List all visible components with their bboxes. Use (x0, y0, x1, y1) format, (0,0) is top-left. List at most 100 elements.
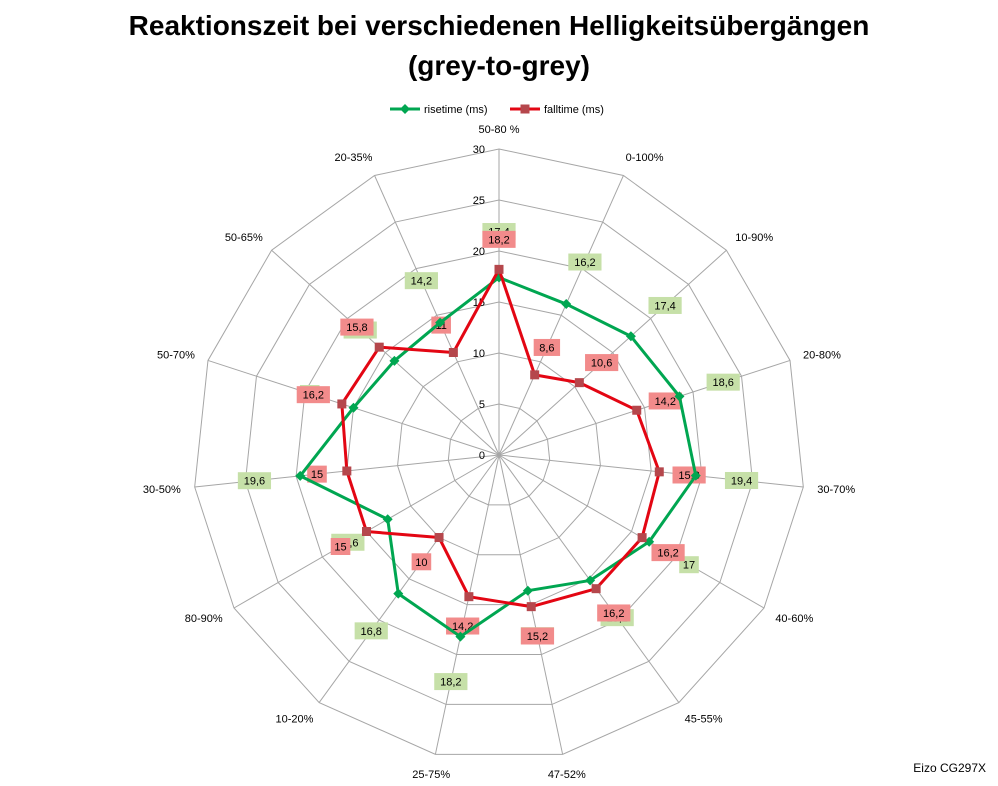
category-label: 30-70% (817, 484, 855, 496)
category-label: 20-35% (334, 152, 372, 164)
svg-text:14,2: 14,2 (411, 276, 432, 288)
data-point (337, 399, 347, 409)
data-label: 10 (411, 553, 432, 571)
data-point (690, 470, 701, 481)
data-point (644, 536, 655, 547)
data-point (574, 378, 584, 388)
grid-spoke (374, 175, 500, 456)
data-point (591, 584, 601, 594)
category-label: 50-70% (157, 349, 195, 361)
radial-tick-label: 30 (473, 144, 485, 156)
category-label: 10-90% (735, 232, 773, 244)
data-label: 16,2 (296, 386, 330, 404)
data-point (464, 592, 474, 602)
data-point (526, 602, 536, 612)
legend-marker (400, 104, 410, 114)
data-label: 15,8 (340, 318, 374, 336)
data-point (637, 533, 647, 543)
svg-text:19,6: 19,6 (244, 476, 265, 488)
data-point (494, 264, 504, 274)
grid-spoke (434, 454, 500, 755)
radial-tick-label: 5 (479, 399, 485, 411)
data-point (632, 405, 642, 415)
legend-item: risetime (ms) (390, 104, 488, 116)
svg-text:10: 10 (415, 557, 427, 569)
data-point (434, 533, 444, 543)
data-label: 14,2 (648, 392, 682, 410)
category-labels: 50-80 % 0-100% 10-90% 20-80% 30-70% 40-60% 45-… (143, 124, 855, 781)
data-label: 15,2 (520, 627, 555, 645)
series-falltime (337, 264, 664, 612)
data-label: 15,8 (672, 466, 706, 484)
category-label: 20-80% (803, 349, 841, 361)
category-label: 25-75% (412, 769, 450, 781)
category-label: 40-60% (775, 613, 813, 625)
data-point (674, 391, 685, 402)
data-label: 16,2 (597, 604, 631, 622)
radial-tick-label: 10 (473, 348, 485, 360)
data-point (654, 467, 664, 477)
data-point (455, 631, 466, 642)
legend-label: falltime (ms) (544, 104, 604, 116)
legend-marker (520, 104, 530, 114)
grid-spoke (271, 249, 500, 456)
svg-text:18,6: 18,6 (712, 377, 733, 389)
grid-ring (346, 301, 652, 606)
category-label: 45-55% (685, 714, 723, 726)
svg-text:18,2: 18,2 (488, 234, 509, 246)
category-label: 30-50% (143, 484, 181, 496)
data-label: 18,6 (706, 373, 740, 391)
data-point (585, 575, 596, 586)
data-point (625, 331, 636, 342)
grid-ring (244, 199, 754, 705)
data-label: 18,2 (434, 673, 468, 691)
data-label: 19,6 (237, 472, 272, 490)
chart-subtitle: (grey-to-grey) (407, 50, 590, 81)
data-point (342, 466, 352, 476)
data-point (295, 470, 306, 481)
legend-label: risetime (ms) (424, 104, 488, 116)
data-point (393, 588, 404, 599)
grid-ring (397, 352, 601, 556)
grid-ring (194, 148, 804, 755)
svg-text:10,6: 10,6 (591, 358, 612, 370)
chart-title: Reaktionszeit bei verschiedenen Helligke… (128, 10, 870, 41)
svg-text:16,2: 16,2 (657, 548, 678, 560)
series-line (340, 267, 661, 609)
data-label: 15 (330, 538, 351, 555)
data-labels-falltime: 18,2 8,6 10,6 14,2 15,8 16,2 16,2 15,2 14,2 10 15 1… (296, 230, 706, 645)
svg-text:16,2: 16,2 (603, 608, 624, 620)
svg-text:8,6: 8,6 (539, 342, 554, 354)
grid-spoke (498, 175, 624, 456)
category-label: 47-52% (548, 769, 586, 781)
svg-text:17,4: 17,4 (654, 300, 675, 312)
grid-ring (295, 250, 703, 656)
radial-tick-label: 20 (473, 246, 485, 258)
data-point (530, 370, 540, 380)
svg-text:17: 17 (683, 560, 695, 572)
grid-spoke (498, 359, 791, 456)
category-label: 80-90% (185, 613, 223, 625)
data-label: 10,6 (585, 354, 619, 372)
data-label: 16,2 (568, 253, 602, 271)
data-point (361, 527, 371, 536)
data-point (522, 585, 533, 596)
data-point (348, 402, 359, 413)
data-point (435, 317, 446, 328)
radial-tick-label: 0 (479, 450, 485, 462)
data-point (374, 342, 384, 352)
svg-text:18,2: 18,2 (440, 677, 461, 689)
svg-text:15,8: 15,8 (346, 322, 367, 334)
grid-spoke (318, 454, 500, 703)
data-label: 16,8 (354, 622, 388, 640)
svg-text:16,2: 16,2 (574, 257, 595, 269)
grid-spoke (498, 249, 727, 456)
data-label: 18,2 (482, 230, 516, 248)
category-label: 10-20% (275, 714, 313, 726)
data-point (382, 514, 393, 525)
data-label: 19,4 (724, 471, 759, 489)
svg-text:15: 15 (311, 469, 323, 481)
svg-text:16,8: 16,8 (361, 626, 382, 638)
data-label: 15 (307, 465, 327, 483)
